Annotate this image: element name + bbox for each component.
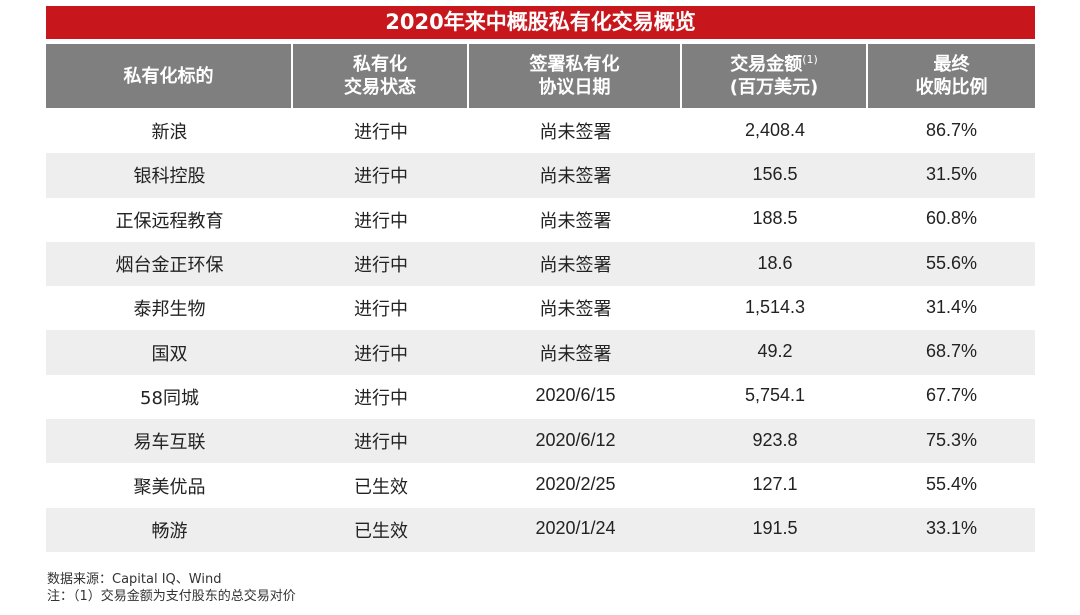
header-target-label: 私有化标的 [123, 65, 214, 87]
header-amount-line1: 交易金额(1) [730, 53, 818, 76]
cell-status: 已生效 [354, 476, 408, 498]
table-row: 银科控股 进行中 尚未签署 156.5 31.5% [46, 153, 1035, 198]
cell-target: 泰邦生物 [133, 299, 206, 321]
cell-date: 尚未签署 [539, 122, 612, 144]
cell-amount: 2,408.4 [744, 119, 806, 140]
cell-amount: 156.5 [752, 163, 798, 184]
cell-target: 易车互联 [133, 432, 206, 454]
cell-date: 尚未签署 [539, 299, 612, 321]
cell-target: 烟台金正环保 [115, 255, 224, 277]
cell-status: 进行中 [354, 255, 408, 277]
table-body: 新浪 进行中 尚未签署 2,408.4 86.7% 银科控股 进行中 尚未签署 … [46, 109, 1035, 552]
cell-target: 银科控股 [133, 166, 206, 188]
cell-ratio: 86.7% [925, 119, 978, 140]
cell-target: 正保远程教育 [115, 210, 224, 232]
header-status-line2: 交易状态 [344, 77, 416, 98]
cell-ratio: 75.3% [925, 429, 978, 450]
cell-date: 2020/2/25 [535, 474, 616, 495]
footnote-marker: (1) [802, 53, 818, 66]
header-status: 私有化 交易状态 [293, 44, 469, 108]
cell-date: 2020/6/15 [535, 385, 616, 406]
cell-status: 进行中 [354, 122, 408, 144]
cell-amount: 1,514.3 [744, 296, 806, 317]
cell-date: 2020/1/24 [535, 518, 616, 539]
header-amount-label: 交易金额 [730, 54, 803, 75]
cell-amount: 188.5 [752, 208, 798, 229]
cell-date: 尚未签署 [539, 166, 612, 188]
table-row: 58同城 进行中 2020/6/15 5,754.1 67.7% [46, 375, 1035, 419]
cell-target: 58同城 [140, 387, 199, 409]
table-title: 2020年来中概股私有化交易概览 [46, 6, 1035, 39]
cell-ratio: 60.8% [925, 208, 978, 229]
cell-amount: 18.6 [757, 252, 793, 273]
header-ratio-line1: 最终 [933, 54, 970, 75]
header-amount-line2: (百万美元) [729, 77, 819, 98]
header-target: 私有化标的 [46, 44, 293, 108]
cell-target: 国双 [151, 343, 188, 365]
cell-ratio: 68.7% [925, 341, 978, 362]
cell-status: 进行中 [354, 299, 408, 321]
cell-amount: 923.8 [752, 429, 798, 450]
cell-ratio: 55.4% [925, 474, 978, 495]
header-date: 签署私有化 协议日期 [469, 44, 682, 108]
cell-date: 尚未签署 [539, 210, 612, 232]
cell-target: 畅游 [151, 520, 188, 542]
header-date-line2: 协议日期 [538, 77, 611, 98]
table-row: 聚美优品 已生效 2020/2/25 127.1 55.4% [46, 463, 1035, 507]
cell-status: 进行中 [354, 166, 408, 188]
cell-date: 尚未签署 [539, 343, 612, 365]
cell-amount: 5,754.1 [744, 385, 806, 406]
header-ratio: 最终 收购比例 [868, 44, 1035, 108]
table-row: 泰邦生物 进行中 尚未签署 1,514.3 31.4% [46, 286, 1035, 330]
cell-status: 进行中 [354, 210, 408, 232]
cell-amount: 191.5 [752, 518, 798, 539]
table-notes: 数据来源：Capital IQ、Wind 注：（1）交易金额为支付股东的总交易对… [47, 571, 296, 605]
data-source-note: 数据来源：Capital IQ、Wind [47, 572, 222, 587]
cell-ratio: 31.5% [925, 163, 978, 184]
cell-target: 聚美优品 [133, 476, 206, 498]
cell-date: 2020/6/12 [535, 429, 616, 450]
header-status-line1: 私有化 [353, 54, 407, 75]
cell-target: 新浪 [151, 122, 188, 144]
header-date-line1: 签署私有化 [529, 54, 620, 75]
header-amount: 交易金额(1) (百万美元) [682, 44, 868, 108]
cell-date: 尚未签署 [539, 255, 612, 277]
table-row: 烟台金正环保 进行中 尚未签署 18.6 55.6% [46, 241, 1035, 287]
table-header: 私有化标的 私有化 交易状态 签署私有化 协议日期 交易金额(1) (百万美元)… [46, 44, 1035, 108]
cell-amount: 127.1 [752, 474, 798, 495]
table-row: 正保远程教育 进行中 尚未签署 188.5 60.8% [46, 198, 1035, 242]
footnote: 注：（1）交易金额为支付股东的总交易对价 [47, 589, 296, 604]
cell-status: 进行中 [354, 343, 408, 365]
table-row: 新浪 进行中 尚未签署 2,408.4 86.7% [46, 109, 1035, 153]
cell-status: 进行中 [354, 387, 408, 409]
cell-ratio: 55.6% [925, 252, 978, 273]
table-row: 畅游 已生效 2020/1/24 191.5 33.1% [46, 507, 1035, 552]
header-ratio-line2: 收购比例 [915, 77, 988, 98]
table-row: 国双 进行中 尚未签署 49.2 68.7% [46, 330, 1035, 375]
cell-ratio: 67.7% [925, 385, 978, 406]
cell-status: 进行中 [354, 432, 408, 454]
cell-status: 已生效 [354, 520, 408, 542]
cell-ratio: 31.4% [925, 296, 978, 317]
cell-ratio: 33.1% [925, 518, 978, 539]
cell-amount: 49.2 [757, 341, 793, 362]
table-row: 易车互联 进行中 2020/6/12 923.8 75.3% [46, 419, 1035, 464]
